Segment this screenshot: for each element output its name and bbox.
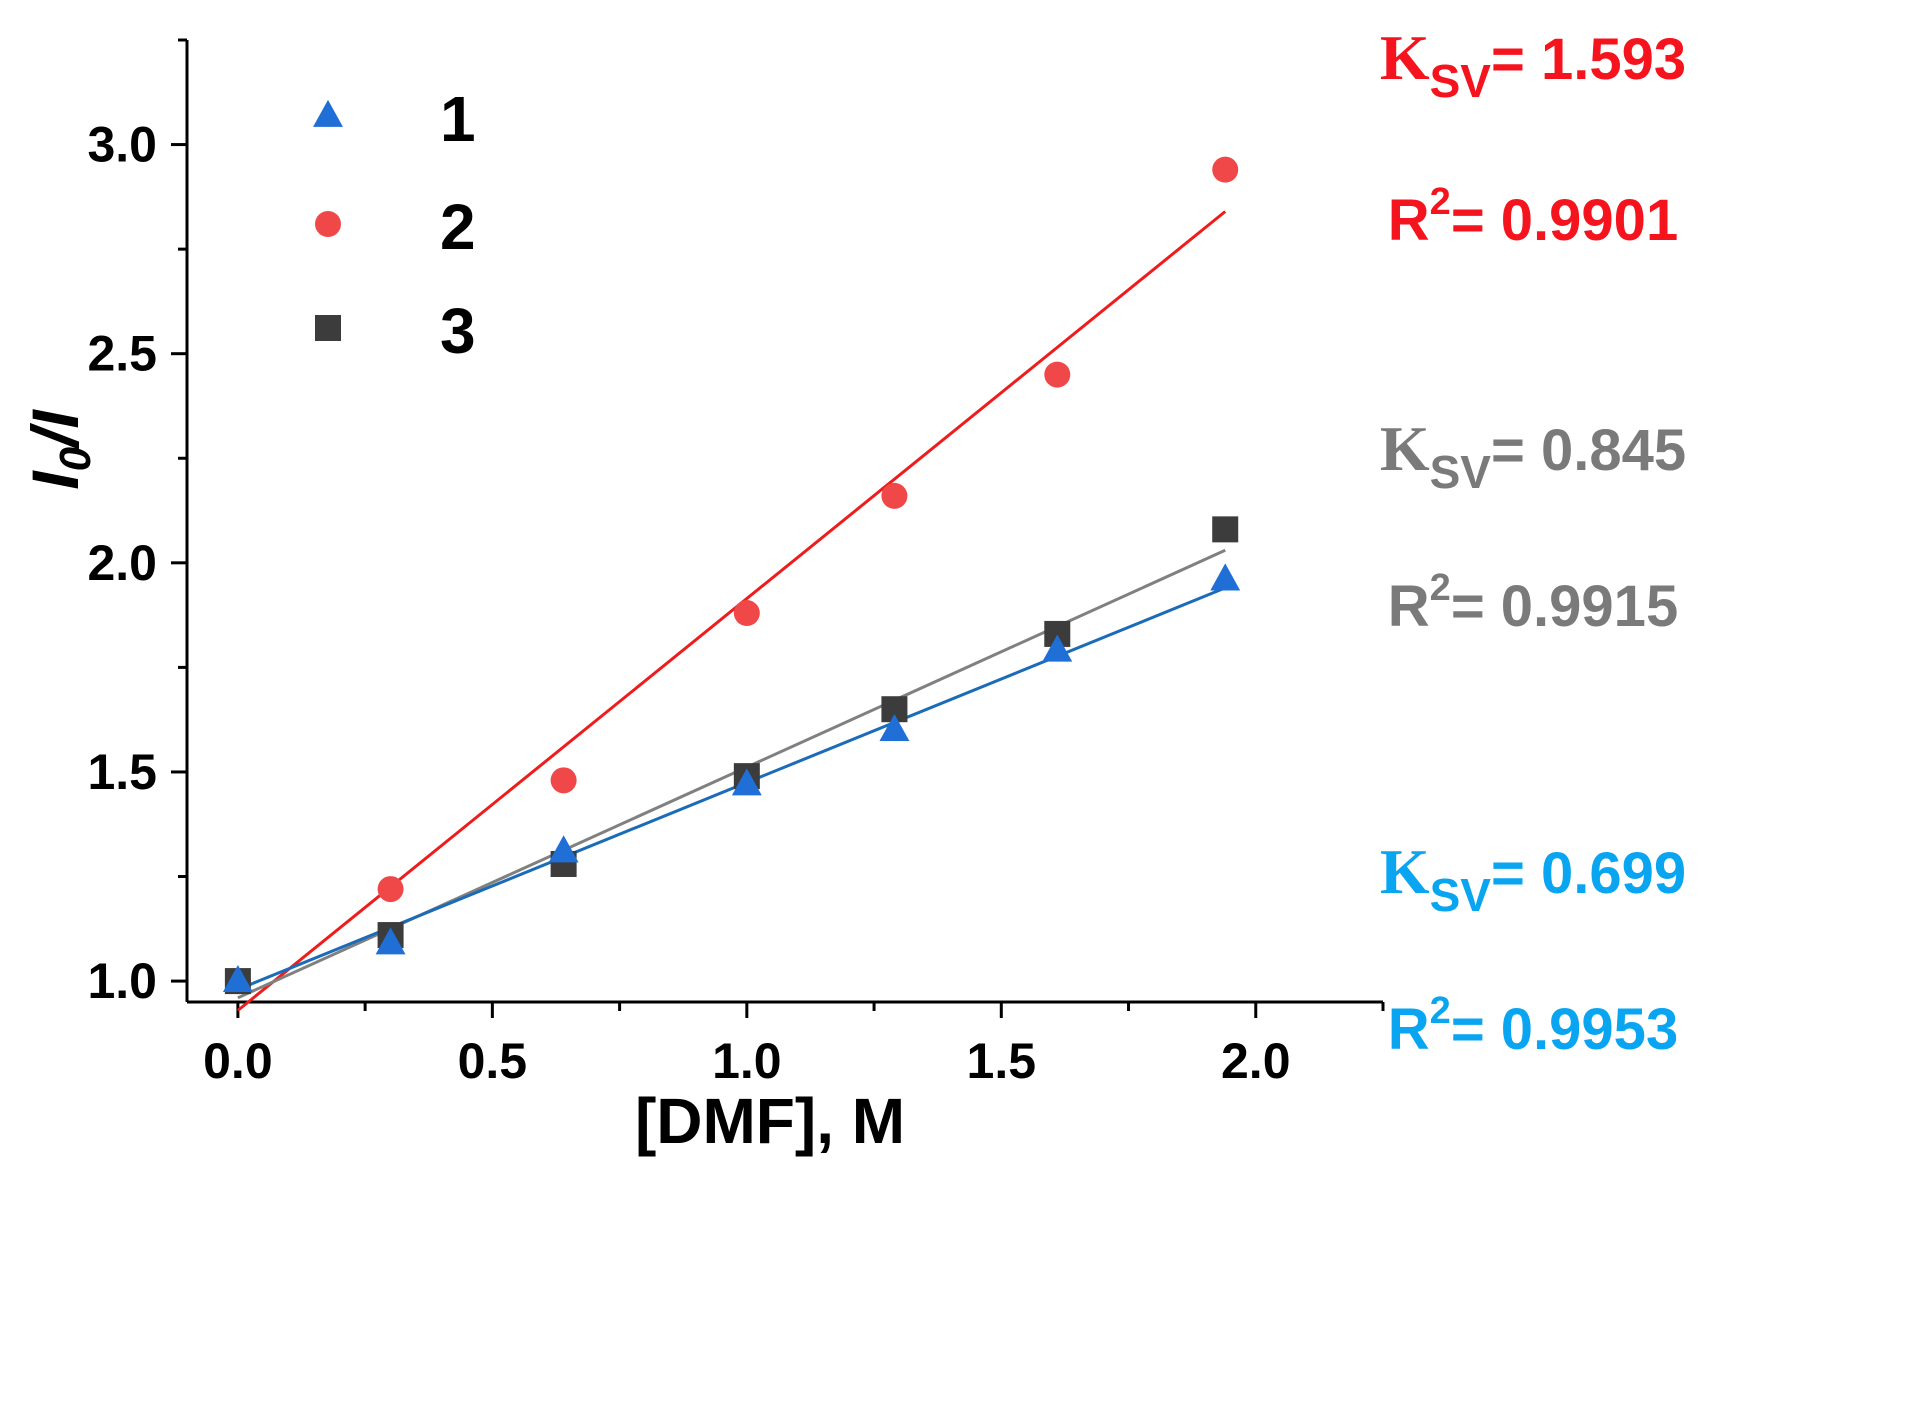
r2-symbol: R [1388, 997, 1430, 1062]
legend-label-series-1: 1 [440, 83, 476, 155]
data-point-series-1 [879, 714, 910, 742]
data-point-series-2 [733, 600, 760, 627]
ksv-subscript: SV [1430, 446, 1492, 498]
r2-superscript: 2 [1430, 567, 1451, 609]
data-point-series-1 [1042, 634, 1073, 662]
x-tick-label: 0.0 [203, 1033, 273, 1089]
r2-superscript: 2 [1430, 181, 1451, 223]
data-point-series-2 [377, 876, 404, 903]
r2-annotation-series-1: R2= 0.9953 [1388, 990, 1678, 1062]
data-point-series-1 [1210, 563, 1241, 591]
data-point-series-3 [1212, 516, 1239, 543]
r2-value: = 0.9901 [1451, 188, 1678, 253]
y-tick-label: 1.5 [87, 744, 157, 800]
data-point-series-1 [222, 964, 253, 993]
legend-marker-series-3 [315, 315, 341, 341]
x-tick-label: 1.5 [967, 1033, 1037, 1089]
legend-marker-series-1 [313, 99, 343, 127]
y-label-main: I [18, 470, 92, 490]
ksv-annotation-series-2: KSV= 1.593 [1380, 22, 1686, 107]
ksv-value: = 0.845 [1491, 418, 1686, 483]
ksv-symbol: K [1380, 22, 1430, 93]
ksv-symbol: K [1380, 413, 1430, 484]
y-label-suffix: /I [18, 409, 92, 450]
ksv-value: = 1.593 [1491, 27, 1686, 92]
r2-value: = 0.9953 [1451, 997, 1678, 1062]
axes [185, 40, 1383, 1004]
x-tick-label: 1.0 [712, 1033, 782, 1089]
r2-symbol: R [1388, 188, 1430, 253]
ksv-value: = 0.699 [1491, 841, 1686, 906]
data-point-series-2 [550, 767, 577, 794]
ksv-symbol: K [1380, 836, 1430, 907]
r2-value: = 0.9915 [1451, 574, 1678, 639]
y-tick-label: 1.0 [87, 953, 157, 1009]
data-point-series-2 [1212, 156, 1239, 183]
x-tick-label: 0.5 [458, 1033, 528, 1089]
r2-annotation-series-3: R2= 0.9915 [1388, 567, 1678, 639]
data-point-series-1 [731, 768, 762, 796]
y-tick-label: 3.0 [87, 117, 157, 173]
r2-superscript: 2 [1430, 990, 1451, 1032]
legend-label-series-3: 3 [440, 295, 476, 367]
ksv-subscript: SV [1430, 869, 1492, 921]
data-point-series-2 [1044, 361, 1071, 388]
y-axis-label: I0/I [18, 409, 100, 490]
y-tick-label: 2.5 [87, 326, 157, 382]
ksv-subscript: SV [1430, 55, 1492, 107]
r2-symbol: R [1388, 574, 1430, 639]
data-point-series-1 [375, 927, 406, 955]
ksv-annotation-series-1: KSV= 0.699 [1380, 836, 1686, 921]
data-point-series-1 [548, 835, 579, 863]
x-axis-label: [DMF], M [635, 1085, 905, 1157]
ksv-annotation-series-3: KSV= 0.845 [1380, 413, 1686, 498]
y-label-subscript: 0 [51, 446, 100, 471]
r2-annotation-series-2: R2= 0.9901 [1388, 181, 1678, 253]
x-tick-label: 2.0 [1221, 1033, 1291, 1089]
data-point-series-2 [881, 482, 908, 509]
legend-label-series-2: 2 [440, 191, 476, 263]
ticks: 0.0 0.5 1.0 1.5 2.0 1.0 1.5 2.0 2.5 3.0 [87, 38, 1385, 1089]
data-points [222, 156, 1241, 995]
legend: 1 2 3 [313, 83, 476, 367]
fit-line-series-2 [236, 210, 1227, 1012]
legend-marker-series-2 [315, 211, 341, 237]
y-tick-label: 2.0 [87, 535, 157, 591]
